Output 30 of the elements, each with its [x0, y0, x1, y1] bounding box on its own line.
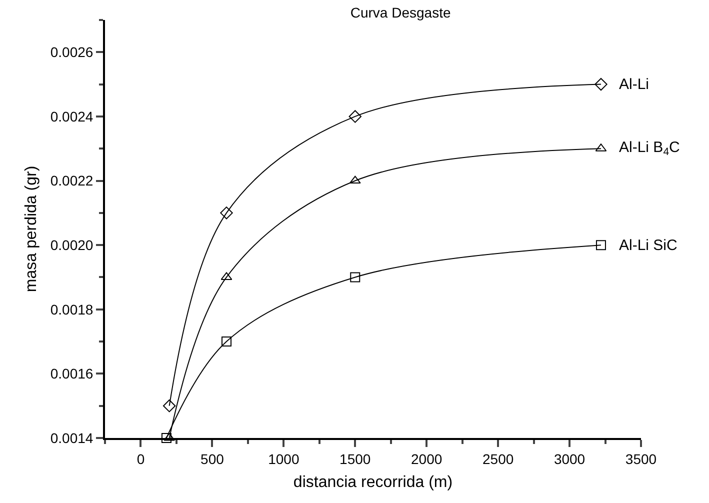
point [221, 336, 232, 347]
x-tick-label: 1500 [340, 450, 371, 467]
series-label: Al-Li [619, 76, 650, 93]
point [161, 433, 172, 443]
series-label: Al-Li B$_{4}$C [619, 139, 680, 158]
point [594, 78, 608, 91]
y-tick-label: 0.0016 [50, 366, 94, 382]
y-tick-label: 0.0026 [50, 44, 94, 60]
x-tick-label: 500 [200, 450, 224, 467]
x-tick-label: 0 [136, 450, 145, 467]
y-tick-label: 0.0022 [50, 172, 94, 189]
x-tick-label: 2000 [411, 450, 442, 467]
point [350, 272, 360, 282]
chart-title: Curva Desgaste [350, 4, 451, 20]
point [220, 206, 233, 220]
y-tick-label: 0.0020 [50, 236, 94, 253]
y-tick-label: 0.0014 [50, 430, 94, 446]
y-axis-title: masa perdida (gr) [22, 166, 40, 292]
x-tick-label: 3500 [625, 450, 657, 467]
x-axis-title: distancia recorrida (m) [293, 474, 453, 491]
point [348, 110, 362, 123]
x-tick-label: 1000 [268, 450, 300, 467]
point [349, 176, 361, 184]
point [596, 240, 606, 250]
point [162, 400, 176, 412]
x-tick-label: 3000 [554, 450, 586, 467]
y-tick-label: 0.0018 [50, 301, 94, 318]
y-tick-label: 0.0024 [50, 108, 94, 124]
series-label: Al-Li SiC [619, 237, 678, 254]
x-tick-label: 2500 [482, 450, 514, 467]
